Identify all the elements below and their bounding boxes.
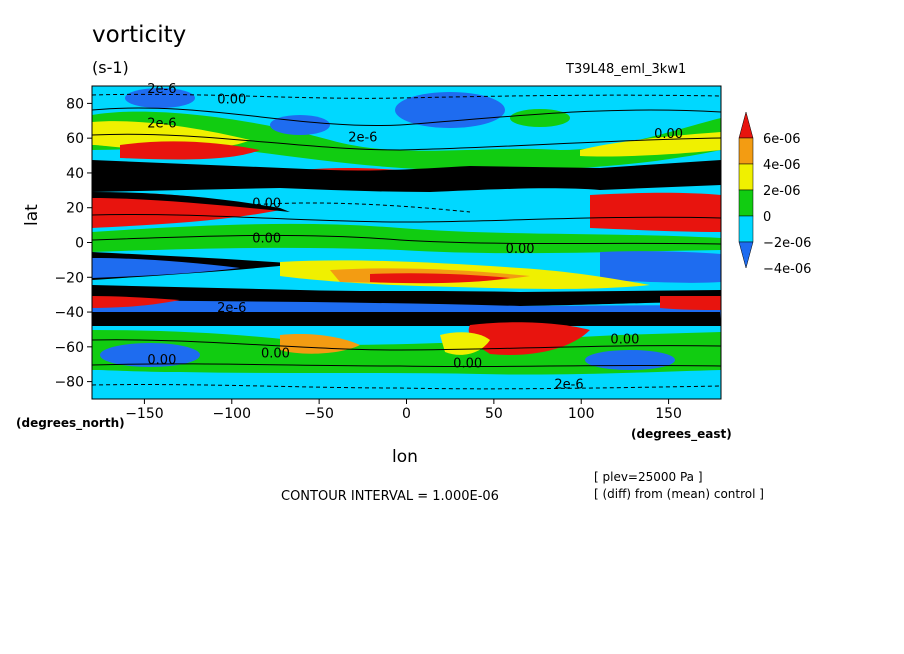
contour-lines bbox=[92, 107, 721, 368]
field-region bbox=[92, 312, 721, 326]
colorbar-label: −2e-06 bbox=[763, 236, 811, 251]
contour-label: 2e-6 bbox=[554, 378, 583, 393]
contour-interval: CONTOUR INTERVAL = 1.000E-06 bbox=[281, 489, 499, 504]
colorbar-segment bbox=[738, 137, 754, 165]
field-region bbox=[585, 350, 675, 370]
x-tick-label: 100 bbox=[568, 406, 595, 422]
contour-label: 0.00 bbox=[252, 232, 281, 247]
x-tick-label: −150 bbox=[125, 406, 163, 422]
contour-line bbox=[299, 298, 541, 305]
contour-line bbox=[92, 234, 721, 245]
contour-label: 0.00 bbox=[654, 127, 683, 142]
contour-line bbox=[92, 107, 721, 127]
x-axis: −150 −100 −50 0 50 100 150 bbox=[125, 399, 682, 422]
contour-lines-negative bbox=[92, 93, 721, 390]
y-axis: 80 60 40 20 0 −20 −40 −60 −80 bbox=[54, 96, 92, 391]
contour-label: 2e-6 bbox=[217, 301, 246, 316]
field-region bbox=[660, 296, 721, 310]
colorbar-segment bbox=[738, 189, 754, 217]
run-name: T39L48_eml_3kw1 bbox=[566, 62, 687, 77]
colorbar-label: −4e-06 bbox=[763, 262, 811, 277]
field-region bbox=[510, 109, 570, 127]
contour-label: 0.00 bbox=[252, 197, 281, 212]
level-note: [ plev=25000 Pa ] bbox=[594, 470, 703, 484]
field-region bbox=[92, 193, 280, 228]
contour-label: 0.00 bbox=[453, 357, 482, 372]
y-tick-label: 0 bbox=[75, 236, 84, 252]
field-region bbox=[600, 251, 721, 283]
colorbar-segment bbox=[738, 215, 754, 243]
field-region bbox=[590, 192, 721, 232]
x-tick-label: 50 bbox=[485, 406, 503, 422]
contour-label: 0.00 bbox=[610, 332, 639, 347]
y-tick-label: 40 bbox=[66, 166, 84, 182]
colorbar-label: 4e-06 bbox=[763, 158, 801, 173]
contour-line bbox=[92, 384, 721, 390]
x-tick-label: −100 bbox=[213, 406, 251, 422]
x-tick-label: −50 bbox=[304, 406, 334, 422]
contour-labels: 0.00 2e-6 2e-6 2e-6 0.00 0.00 2e-6 0.00 0.00 0.00… bbox=[147, 82, 683, 393]
contour-label: 0.00 bbox=[261, 346, 290, 361]
y-tick-label: 60 bbox=[66, 131, 84, 147]
field-region bbox=[92, 379, 721, 399]
contour-label: 2e-6 bbox=[147, 82, 176, 97]
field-region bbox=[92, 111, 721, 171]
vorticity-field bbox=[92, 86, 721, 399]
field-region bbox=[580, 132, 721, 157]
colorbar: 6e-06 4e-06 2e-06 0 −2e-06 −4e-06 bbox=[738, 111, 811, 277]
contour-label: 0.00 bbox=[217, 92, 246, 107]
colorbar-extend-top bbox=[738, 111, 754, 139]
colorbar-label: 0 bbox=[763, 210, 771, 225]
colorbar-label: 2e-06 bbox=[763, 184, 801, 199]
contour-line bbox=[92, 339, 721, 351]
field-region bbox=[92, 296, 180, 308]
field-region bbox=[125, 88, 195, 108]
y-tick-label: −60 bbox=[54, 340, 84, 356]
units-label: (s-1) bbox=[92, 58, 129, 77]
colorbar-segment bbox=[738, 163, 754, 191]
y-tick-label: −80 bbox=[54, 375, 84, 391]
y-tick-label: 80 bbox=[66, 96, 84, 112]
contour-line bbox=[92, 363, 721, 368]
contour-label: 2e-6 bbox=[348, 131, 377, 146]
colorbar-label: 6e-06 bbox=[763, 132, 801, 147]
field-region bbox=[92, 192, 290, 212]
x-tick-label: 150 bbox=[655, 406, 682, 422]
field-region bbox=[92, 285, 721, 306]
field-region bbox=[370, 273, 510, 284]
y-tick-label: −20 bbox=[54, 270, 84, 286]
field-region bbox=[92, 258, 240, 278]
colorbar-extend-bottom bbox=[738, 241, 754, 269]
field-region bbox=[270, 115, 330, 135]
field-region bbox=[100, 343, 200, 367]
y-tick-label: −40 bbox=[54, 305, 84, 321]
chart-title: vorticity bbox=[92, 22, 187, 48]
field-region bbox=[92, 160, 721, 192]
y-axis-units: (degrees_north) bbox=[16, 416, 125, 430]
field-region bbox=[120, 141, 260, 160]
field-region bbox=[92, 223, 721, 254]
x-axis-label: lon bbox=[392, 447, 418, 467]
contour-label: 2e-6 bbox=[147, 117, 176, 132]
diff-note: [ (diff) from (mean) control ] bbox=[594, 487, 764, 501]
y-tick-label: 20 bbox=[66, 201, 84, 217]
contour-line bbox=[92, 213, 721, 223]
x-tick-label: 0 bbox=[402, 406, 411, 422]
contour-label: 0.00 bbox=[506, 242, 535, 257]
x-axis-units: (degrees_east) bbox=[631, 427, 732, 441]
contour-line bbox=[92, 133, 721, 151]
contour-label: 0.00 bbox=[147, 353, 176, 368]
contour-line bbox=[92, 93, 721, 99]
